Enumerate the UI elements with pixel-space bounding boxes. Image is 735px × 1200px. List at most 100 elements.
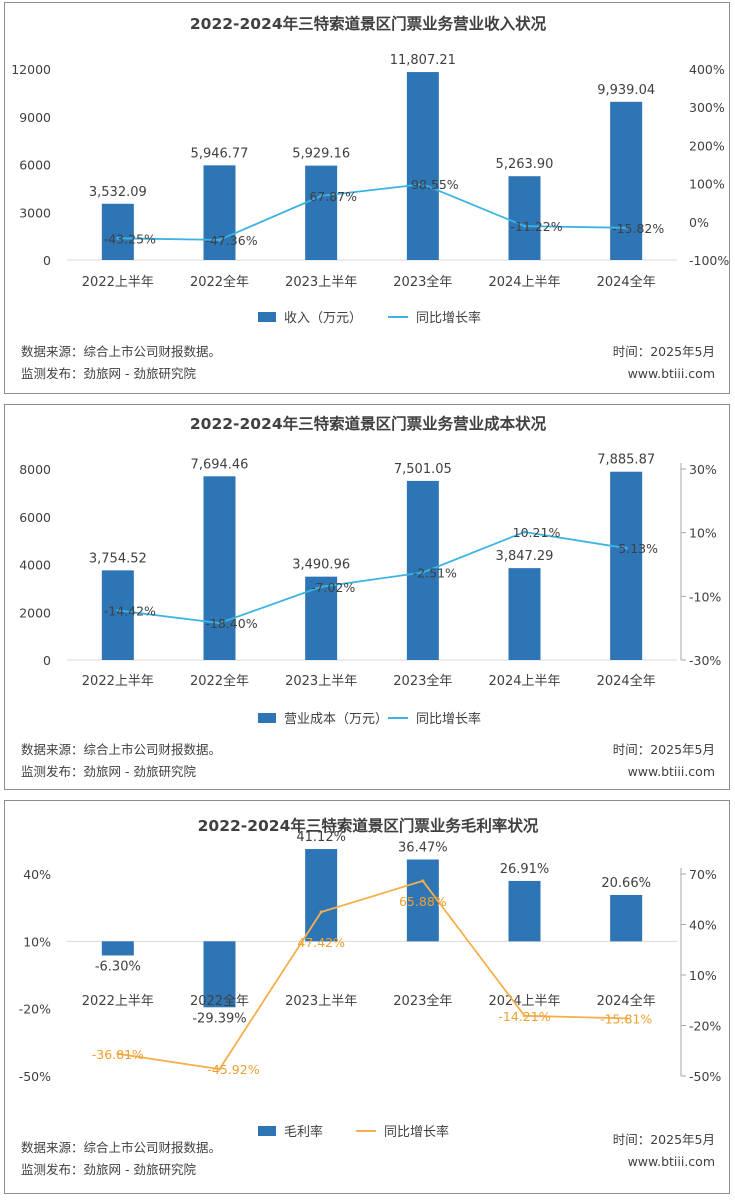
growth-rate-label: -2.51%	[413, 565, 457, 580]
footer-right: 时间：2025年5月 www.btiii.com	[613, 739, 715, 783]
bar	[102, 941, 134, 955]
growth-rate-label: -14.42%	[104, 603, 156, 618]
bar-data-label: 7,885.87	[597, 453, 655, 468]
y-left-tick-label: 2000	[19, 605, 51, 620]
chart-panel-revenue: 2022-2024年三特索道景区门票业务营业收入状况03000600090001…	[4, 2, 730, 394]
y-left-tick-label: 12000	[11, 62, 51, 77]
cost-chart: 2022-2024年三特索道景区门票业务营业成本状况02000400060008…	[5, 405, 731, 791]
legend-bar-label: 毛利率	[284, 1124, 323, 1140]
legend-line-label: 同比增长率	[416, 711, 481, 727]
bar-data-label: -29.39%	[192, 1011, 246, 1026]
bar	[509, 881, 541, 941]
legend-bar-swatch	[258, 1126, 276, 1136]
bar	[407, 72, 439, 260]
y-left-tick-label: 8000	[19, 462, 51, 477]
chart-panel-margin: 2022-2024年三特索道景区门票业务毛利率状况 -50% -20% 10% 40% -…	[4, 800, 730, 1194]
y-right-tick-label: 300%	[689, 100, 725, 115]
x-tick-label: 2024上半年	[488, 275, 560, 290]
bar	[305, 166, 337, 260]
x-tick-label: 2024全年	[597, 673, 656, 689]
x-tick-label: 2022上半年	[82, 994, 154, 1009]
publish-time: 时间：2025年5月	[613, 341, 715, 363]
y-left-tick-label: 4000	[19, 558, 51, 573]
footer-left: 数据来源：综合上市公司财报数据。 监测发布：劲旅网 - 劲旅研究院	[21, 341, 221, 385]
y-right-tick-label: 70%	[689, 867, 717, 882]
publisher: 监测发布：劲旅网 - 劲旅研究院	[21, 761, 221, 783]
y-right-tick-label: 10%	[689, 968, 717, 983]
chart-panel-cost: 2022-2024年三特索道景区门票业务营业成本状况02000400060008…	[4, 404, 730, 790]
bar-data-label: 41.12%	[296, 830, 346, 845]
growth-rate-label: 98.55%	[411, 177, 459, 192]
growth-rate-point	[421, 879, 424, 882]
y-right-tick-label: 100%	[689, 177, 725, 192]
bar-data-label: 3,532.09	[89, 185, 147, 200]
y-right-tick-label: 40%	[689, 918, 717, 933]
bar-data-label: 5,946.77	[191, 146, 249, 161]
growth-rate-label: -18.40%	[205, 616, 257, 631]
growth-rate-label: 65.88%	[399, 894, 447, 909]
revenue-chart: 2022-2024年三特索道景区门票业务营业收入状况03000600090001…	[5, 3, 731, 395]
footer-right: 时间：2025年5月 www.btiii.com	[613, 341, 715, 385]
bar-data-label: 5,929.16	[292, 147, 350, 162]
growth-rate-label: -43.25%	[104, 231, 156, 246]
website: www.btiii.com	[613, 761, 715, 783]
growth-rate-label: -47.36%	[205, 233, 257, 248]
x-tick-label: 2023全年	[393, 673, 452, 689]
growth-rate-label: -7.02%	[311, 580, 355, 595]
y-left-tick-label: 10%	[23, 934, 51, 949]
legend-line-label: 同比增长率	[416, 310, 481, 326]
x-tick-label: 2022全年	[190, 673, 249, 689]
y-left-tick-label: 3000	[19, 205, 51, 220]
growth-rate-line	[118, 881, 626, 1069]
x-tick-label: 2024全年	[597, 274, 656, 290]
growth-rate-label: -36.81%	[92, 1047, 144, 1062]
y-left-tick-label: -20%	[19, 1002, 51, 1017]
data-source: 数据来源：综合上市公司财报数据。	[21, 739, 221, 761]
publisher: 监测发布：劲旅网 - 劲旅研究院	[21, 1159, 221, 1181]
bar-data-label: 3,847.29	[496, 549, 554, 564]
bar-data-label: 7,694.46	[191, 457, 249, 472]
legend-bar-label: 营业成本（万元）	[284, 712, 388, 727]
y-left-tick-label: 6000	[19, 158, 51, 173]
growth-rate-label: 5.13%	[618, 541, 658, 556]
bar-data-label: 20.66%	[601, 876, 651, 891]
y-right-tick-label: 200%	[689, 138, 725, 153]
bar	[610, 102, 642, 260]
x-tick-label: 2022上半年	[82, 275, 154, 290]
x-tick-label: 2023全年	[393, 993, 452, 1009]
legend-line-label: 同比增长率	[384, 1124, 449, 1140]
x-tick-label: 2023全年	[393, 274, 452, 290]
growth-rate-point	[320, 911, 323, 914]
bar	[204, 476, 236, 660]
bar	[509, 568, 541, 660]
footer-right: 时间：2025年5月 www.btiii.com	[613, 1129, 715, 1173]
growth-rate-label: -15.81%	[600, 1011, 652, 1026]
x-tick-label: 2023上半年	[285, 994, 357, 1009]
y-right-tick-label: 400%	[689, 62, 725, 77]
publish-time: 时间：2025年5月	[613, 1129, 715, 1151]
y-left-tick-label: 0	[43, 253, 51, 268]
growth-rate-line	[118, 532, 626, 623]
x-tick-label: 2023上半年	[285, 275, 357, 290]
chart-title: 2022-2024年三特索道景区门票业务毛利率状况	[198, 816, 539, 835]
bar-data-label: 7,501.05	[394, 462, 452, 477]
y-right-tick-label: -50%	[689, 1069, 721, 1084]
legend-bar-swatch	[258, 713, 276, 723]
data-source: 数据来源：综合上市公司财报数据。	[21, 341, 221, 363]
y-right-tick-label: -10%	[689, 589, 721, 604]
bar	[305, 849, 337, 941]
y-left-tick-label: 6000	[19, 510, 51, 525]
legend-bar-label: 收入（万元）	[284, 311, 362, 326]
y-left-tick-label: 9000	[19, 110, 51, 125]
growth-rate-label: -14.21%	[498, 1009, 550, 1024]
x-tick-label: 2022上半年	[82, 674, 154, 689]
bar-data-label: -6.30%	[95, 959, 141, 974]
bar	[610, 895, 642, 941]
bar-data-label: 36.47%	[398, 840, 448, 855]
x-tick-label: 2022全年	[190, 274, 249, 290]
growth-rate-label: 10.21%	[513, 525, 561, 540]
y-left-tick-label: 0	[43, 653, 51, 668]
bar-data-label: 11,807.21	[390, 53, 456, 68]
growth-rate-label: 47.42%	[297, 935, 345, 950]
y-right-tick-label: 10%	[689, 526, 717, 541]
